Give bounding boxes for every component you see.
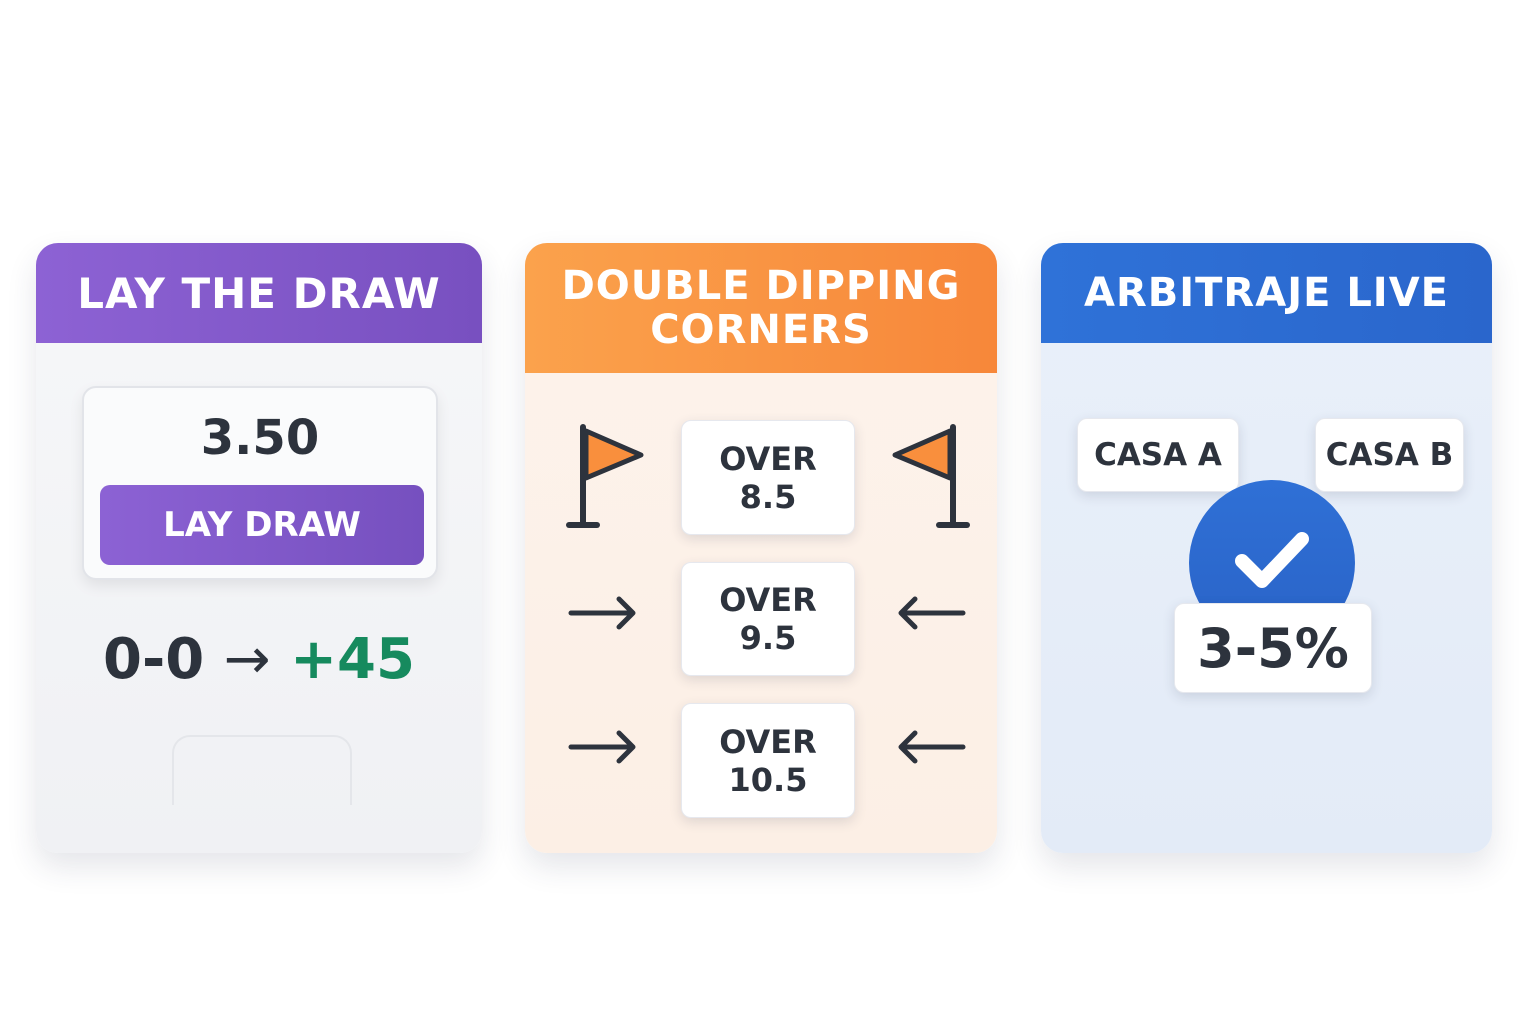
card-title: LAY THE DRAW bbox=[77, 268, 441, 318]
arrow-left-icon bbox=[898, 730, 966, 764]
checkmark-icon bbox=[1235, 532, 1309, 588]
profit-margin-box: 3-5% bbox=[1174, 603, 1372, 693]
card-header: LAY THE DRAW bbox=[36, 243, 482, 343]
arrow-right-icon bbox=[568, 730, 636, 764]
double-dipping-corners-card: DOUBLE DIPPING CORNERS OVER 8.5 OVER 9.5… bbox=[525, 243, 997, 853]
corner-flag-right-icon bbox=[892, 424, 970, 528]
corner-flag-left-icon bbox=[566, 424, 644, 528]
bookmaker-b-box: CASA B bbox=[1315, 418, 1464, 492]
over-line-box: OVER 9.5 bbox=[681, 562, 855, 676]
score: 0-0 bbox=[103, 627, 205, 692]
placeholder-box bbox=[172, 735, 352, 805]
card-title-line1: DOUBLE DIPPING bbox=[561, 263, 961, 309]
profit: +45 bbox=[290, 627, 415, 692]
over-line-box: OVER 8.5 bbox=[681, 420, 855, 535]
arrow-left-icon bbox=[898, 596, 966, 630]
arrow-right-icon bbox=[568, 596, 636, 630]
arrow-right-icon: → bbox=[223, 627, 271, 692]
lay-draw-button[interactable]: LAY DRAW bbox=[100, 485, 424, 565]
odds-value: 3.50 bbox=[200, 410, 320, 466]
over-line-box: OVER 10.5 bbox=[681, 703, 855, 818]
card-title-line2: CORNERS bbox=[650, 307, 872, 353]
odds-panel: 3.50 LAY DRAW bbox=[82, 386, 438, 580]
lay-the-draw-card: LAY THE DRAW 3.50 LAY DRAW 0-0 → +45 bbox=[36, 243, 482, 853]
card-header: ARBITRAJE LIVE bbox=[1041, 243, 1492, 343]
score-row: 0-0 → +45 bbox=[36, 627, 482, 692]
arbitraje-live-card: ARBITRAJE LIVE CASA A CASA B 3-5% bbox=[1041, 243, 1492, 853]
bookmaker-a-box: CASA A bbox=[1077, 418, 1239, 492]
card-header: DOUBLE DIPPING CORNERS bbox=[525, 243, 997, 373]
card-title: ARBITRAJE LIVE bbox=[1084, 270, 1449, 316]
